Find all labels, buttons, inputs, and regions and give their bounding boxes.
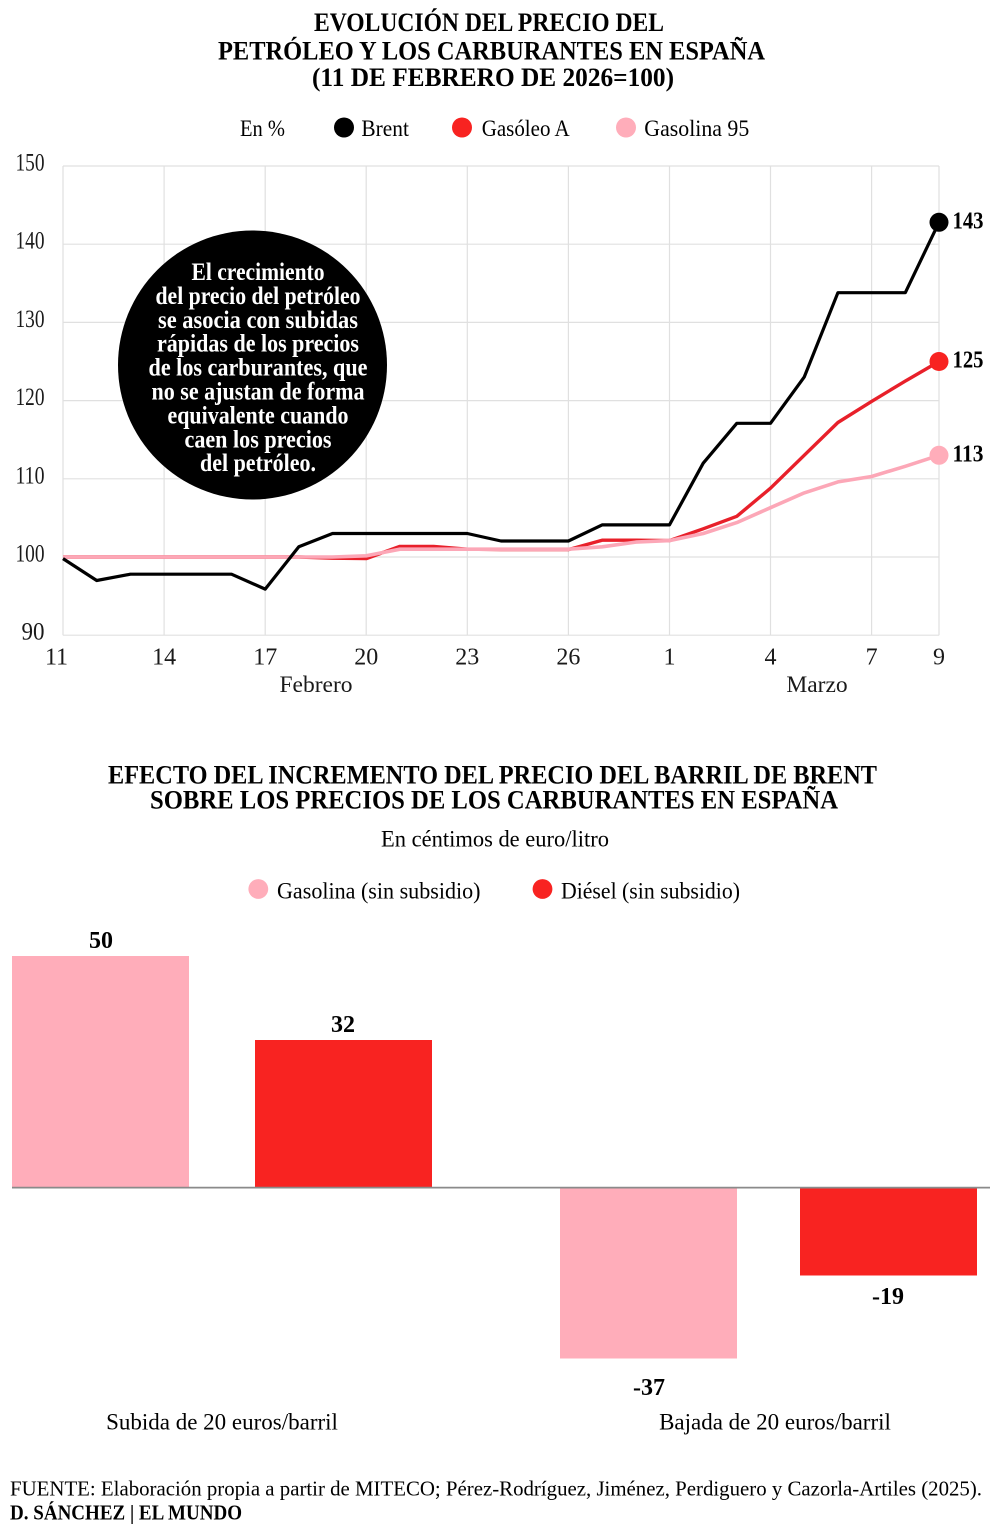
svg-text:Bajada de 20 euros/barril: Bajada de 20 euros/barril (659, 1410, 891, 1435)
svg-text:Diésel (sin subsidio): Diésel (sin subsidio) (561, 879, 740, 904)
svg-text:100: 100 (16, 541, 45, 568)
svg-text:7: 7 (866, 645, 878, 671)
svg-text:equivalente cuando: equivalente cuando (168, 400, 349, 429)
svg-text:113: 113 (953, 441, 984, 467)
svg-text:Gasolina (sin subsidio): Gasolina (sin subsidio) (277, 879, 481, 904)
svg-text:El crecimiento: El crecimiento (192, 257, 325, 286)
svg-text:del precio del petróleo: del precio del petróleo (156, 281, 361, 310)
svg-text:FUENTE: Elaboración propia a p: FUENTE: Elaboración propia a partir de M… (10, 1477, 982, 1501)
svg-text:143: 143 (953, 208, 984, 234)
svg-text:rápidas de los precios: rápidas de los precios (157, 329, 359, 358)
svg-text:140: 140 (16, 228, 45, 255)
svg-text:90: 90 (22, 619, 45, 646)
svg-text:SOBRE LOS PRECIOS DE LOS CARBU: SOBRE LOS PRECIOS DE LOS CARBURANTES EN … (150, 785, 838, 815)
svg-text:120: 120 (16, 384, 45, 411)
svg-text:9: 9 (933, 645, 945, 671)
svg-text:Brent: Brent (361, 116, 409, 141)
svg-text:4: 4 (765, 645, 777, 671)
svg-text:130: 130 (16, 306, 45, 333)
svg-text:14: 14 (152, 645, 176, 671)
svg-text:17: 17 (253, 645, 277, 671)
svg-text:50: 50 (89, 928, 113, 954)
svg-text:de los carburantes, que: de los carburantes, que (149, 353, 368, 382)
svg-text:En céntimos de euro/litro: En céntimos de euro/litro (381, 827, 609, 852)
svg-text:EVOLUCIÓN DEL PRECIO DEL: EVOLUCIÓN DEL PRECIO DEL (314, 7, 664, 37)
svg-text:1: 1 (664, 645, 676, 671)
svg-text:Gasolina 95: Gasolina 95 (644, 116, 749, 141)
svg-text:26: 26 (556, 645, 580, 671)
svg-text:(11 DE FEBRERO DE 2026=100): (11 DE FEBRERO DE 2026=100) (312, 62, 674, 92)
svg-text:En %: En % (240, 116, 285, 141)
svg-text:20: 20 (354, 645, 378, 671)
svg-text:no se ajustan de forma: no se ajustan de forma (152, 377, 365, 406)
svg-text:23: 23 (455, 645, 479, 671)
svg-text:del petróleo.: del petróleo. (200, 448, 316, 477)
svg-text:D. SÁNCHEZ | EL MUNDO: D. SÁNCHEZ | EL MUNDO (10, 1501, 242, 1525)
svg-text:-19: -19 (872, 1284, 904, 1310)
svg-text:-37: -37 (633, 1375, 665, 1401)
svg-text:se asocia con subidas: se asocia con subidas (158, 305, 358, 334)
svg-text:150: 150 (16, 150, 45, 177)
svg-text:Gasóleo A: Gasóleo A (482, 116, 570, 141)
svg-text:Marzo: Marzo (786, 672, 847, 698)
svg-text:caen los precios: caen los precios (185, 424, 332, 453)
svg-text:EFECTO DEL INCREMENTO DEL PREC: EFECTO DEL INCREMENTO DEL PRECIO DEL BAR… (108, 760, 877, 790)
svg-text:32: 32 (331, 1012, 355, 1038)
svg-text:11: 11 (45, 645, 68, 671)
svg-text:PETRÓLEO Y LOS CARBURANTES EN: PETRÓLEO Y LOS CARBURANTES EN ESPAÑA (218, 35, 765, 65)
svg-text:125: 125 (953, 348, 984, 374)
svg-text:Subida de 20 euros/barril: Subida de 20 euros/barril (106, 1410, 338, 1435)
svg-text:110: 110 (16, 462, 45, 489)
svg-text:Febrero: Febrero (279, 672, 352, 698)
